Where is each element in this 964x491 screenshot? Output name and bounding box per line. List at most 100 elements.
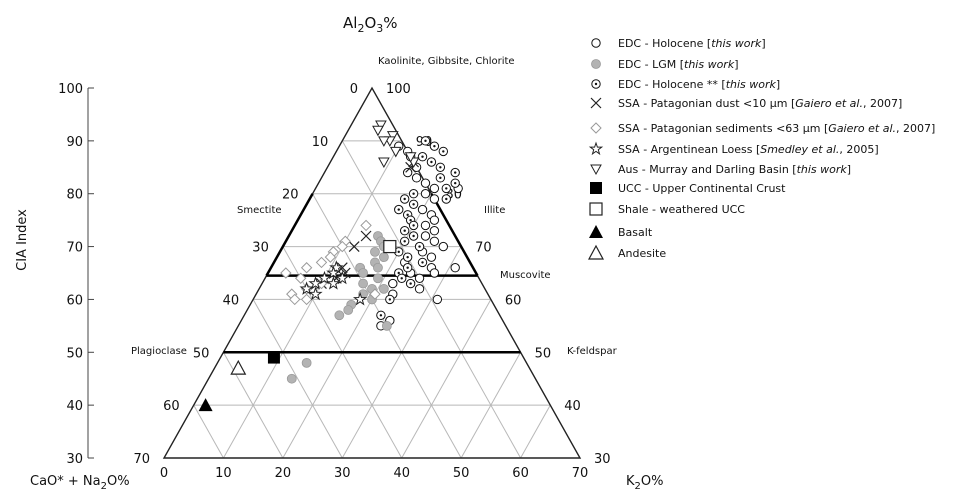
data-point [343,305,354,315]
data-point [386,131,399,142]
data-point [388,278,398,289]
cia-tick-label: 30 [66,452,83,467]
ternary-tick-labels: 0102030405060701009080706050403001020304… [133,82,610,481]
data-point [280,267,292,279]
data-point [378,283,389,294]
bottom-tick-label: 70 [572,466,589,481]
illite-segment [430,193,479,277]
data-point [289,293,301,306]
data-point [315,256,328,269]
data-point [267,351,280,364]
cia-tick-label: 60 [66,293,83,308]
right-tick-label: 100 [386,82,411,97]
data-point [198,398,213,412]
left-tick-label: 60 [163,399,180,414]
data-point [383,239,397,254]
legend-marker [589,202,603,216]
bottom-tick-label: 0 [160,466,168,481]
legend-marker [590,182,602,194]
data-point [417,152,428,162]
bottom-tick-label: 30 [334,466,351,481]
data-point [308,276,323,290]
legend-item-basalt: Basalt [589,225,653,239]
grid-line [401,299,492,459]
data-point [394,204,404,215]
bottom-tick-label: 40 [393,466,410,481]
data-point-dot [406,255,409,259]
data-point [376,310,386,320]
data-point-dot [406,266,409,269]
data-point [405,278,416,289]
data-point [417,257,428,268]
legend-label: SSA - Argentinean Loess [Smedley et al.,… [618,143,879,156]
data-point [429,268,440,278]
data-point-dot [439,166,442,169]
legend-item-ssa-sed: SSA - Patagonian sediments <63 μm [Gaier… [590,122,935,135]
cia-axis-label: CIA Index [15,209,30,271]
data-point [336,240,348,253]
legend-marker [589,225,603,238]
right-axis-label: K2O% [626,474,664,491]
legend-item-ucc: UCC - Upper Continental Crust [590,182,786,195]
data-point-dot [403,240,406,243]
data-point-dot [397,271,400,275]
data-point [432,294,443,305]
legend-marker [590,97,602,109]
series-circle-open [376,141,463,331]
legend-label: SSA - Patagonian dust <10 μm [Gaiero et … [618,97,902,110]
data-point [429,194,440,204]
cia-boundary-lines [223,193,521,354]
data-point [378,136,390,147]
data-point [294,272,307,284]
series-tri-filled [198,398,213,412]
label-plagioclase: Plagioclase [131,346,187,357]
data-point [378,157,390,169]
label-kaolinite: Kaolinite, Gibbsite, Chlorite [378,56,515,67]
data-point [426,252,437,262]
data-point [408,189,419,199]
data-point [450,178,460,188]
data-point [411,173,422,183]
series-square-open [383,239,397,254]
cia-index-axis: 30 40 50 60 70 80 90 100 [58,82,94,467]
grid-line [520,404,551,459]
legend-item-aus: Aus - Murray and Darling Basin [this wor… [590,163,851,176]
legend-label: SSA - Patagonian sediments <63 μm [Gaier… [618,122,935,135]
data-point [324,251,337,263]
data-point [435,173,446,183]
data-point [348,241,360,252]
data-point [378,252,389,263]
data-point [417,204,428,215]
data-point [360,219,372,232]
data-point-dot [403,197,406,201]
legend-marker [591,38,601,48]
cia-tick-label: 100 [58,82,83,97]
data-point [334,310,345,321]
data-point [299,281,314,295]
data-point-dot [379,314,383,317]
data-point [399,194,410,204]
legend-marker [591,59,601,69]
data-point [450,167,460,178]
ternary-grid [193,140,551,459]
data-point-dot [412,234,415,238]
data-point [385,294,395,305]
label-muscovite: Muscovite [500,270,551,281]
legend-item-ssa-dust: SSA - Patagonian dust <10 μm [Gaiero et … [590,97,902,110]
legend-label: Aus - Murray and Darling Basin [this wor… [618,163,851,176]
cia-tick-label: 50 [66,346,83,361]
right-tick-label: 30 [594,452,611,467]
data-point-dot [442,150,445,153]
legend-marker-dot [594,82,598,86]
grid-line [341,140,522,459]
data-point [360,230,372,242]
data-point [375,120,387,132]
data-point [408,231,419,241]
data-point [381,320,392,331]
data-point [301,357,312,368]
data-point-dot [409,218,412,222]
data-point-dot [454,181,457,185]
data-point [358,278,368,289]
cia-tick-label: 80 [66,188,83,203]
left-tick-label: 0 [350,82,358,97]
